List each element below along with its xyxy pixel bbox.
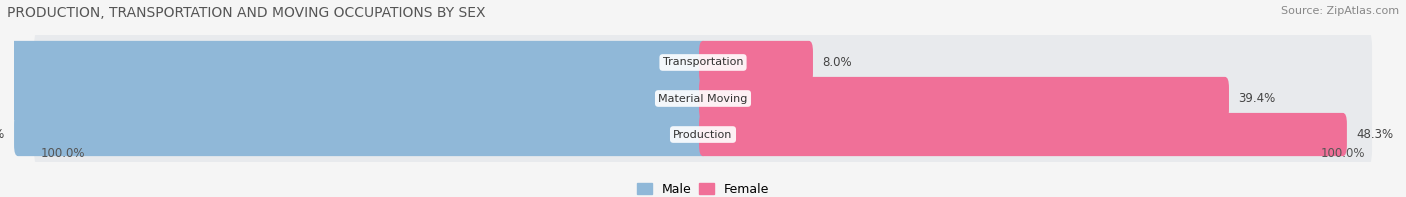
Text: Transportation: Transportation [662,58,744,68]
FancyBboxPatch shape [34,101,1372,168]
FancyBboxPatch shape [0,41,707,84]
Text: Production: Production [673,129,733,139]
FancyBboxPatch shape [699,41,813,84]
Text: 39.4%: 39.4% [1239,92,1275,105]
Text: 100.0%: 100.0% [41,148,84,161]
FancyBboxPatch shape [34,29,1372,96]
Text: Material Moving: Material Moving [658,94,748,103]
FancyBboxPatch shape [699,77,1229,120]
Text: Source: ZipAtlas.com: Source: ZipAtlas.com [1281,6,1399,16]
Text: PRODUCTION, TRANSPORTATION AND MOVING OCCUPATIONS BY SEX: PRODUCTION, TRANSPORTATION AND MOVING OC… [7,6,485,20]
Text: 51.7%: 51.7% [0,128,4,141]
FancyBboxPatch shape [34,65,1372,132]
FancyBboxPatch shape [14,113,707,156]
Text: 48.3%: 48.3% [1357,128,1393,141]
Text: 100.0%: 100.0% [1322,148,1365,161]
Legend: Male, Female: Male, Female [637,183,769,196]
FancyBboxPatch shape [699,113,1347,156]
Text: 8.0%: 8.0% [823,56,852,69]
FancyBboxPatch shape [0,77,707,120]
